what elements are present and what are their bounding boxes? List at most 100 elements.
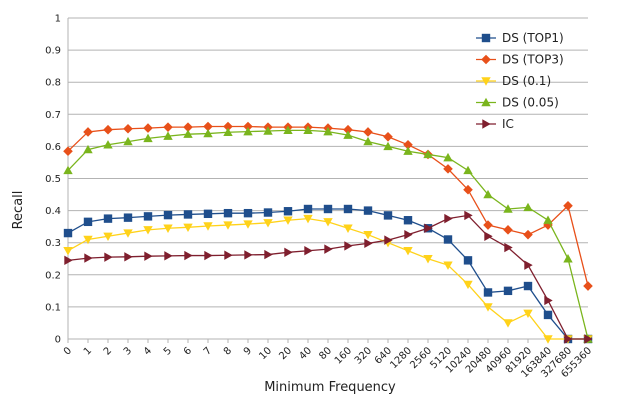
data-point (523, 309, 533, 319)
x-tick-label: 9 (242, 345, 254, 357)
data-point (263, 219, 273, 228)
y-axis-title: Recall (11, 191, 26, 230)
y-tick-label: 0.6 (45, 142, 61, 153)
data-point (503, 286, 513, 296)
data-point (443, 261, 453, 270)
data-point (443, 152, 453, 162)
series-ds-0-05 (63, 125, 593, 343)
data-point (243, 126, 253, 136)
data-point (404, 229, 413, 240)
data-point (343, 124, 353, 135)
y-tick-label: 0.9 (45, 46, 61, 57)
data-point (423, 255, 433, 264)
data-point (343, 130, 353, 139)
data-point (423, 149, 433, 159)
data-point (543, 335, 553, 344)
y-tick-label: 0.7 (45, 110, 61, 121)
legend-label: DS (0.05) (502, 96, 559, 110)
data-point (284, 247, 293, 258)
legend-marker (481, 97, 491, 107)
data-point (543, 215, 553, 224)
data-point (503, 225, 513, 235)
y-tick-label: 0.4 (45, 206, 61, 217)
data-point (223, 208, 233, 218)
data-point (403, 247, 413, 256)
series-lines (63, 121, 593, 344)
data-point (344, 241, 353, 251)
data-point (383, 141, 393, 151)
legend-entry: IC (476, 117, 514, 131)
legend-label: DS (TOP3) (502, 53, 564, 67)
data-point (103, 124, 113, 135)
data-point (463, 165, 473, 175)
data-point (444, 213, 453, 224)
y-tick-label: 0 (55, 335, 61, 346)
y-tick-label: 0.5 (45, 174, 61, 185)
data-point (343, 204, 353, 214)
data-point (304, 246, 313, 256)
data-point (503, 204, 513, 213)
data-point (463, 184, 473, 195)
x-tick-label: 8 (222, 345, 234, 357)
legend-marker (481, 33, 491, 43)
data-point (384, 235, 393, 245)
series-ic (64, 210, 593, 344)
data-point (83, 217, 93, 227)
data-point (64, 255, 73, 266)
data-point (283, 207, 293, 216)
data-point (364, 238, 373, 249)
data-point (243, 121, 253, 132)
data-point (183, 129, 193, 138)
data-point (103, 140, 113, 149)
x-tick-label: 4 (142, 345, 154, 357)
legend-label: DS (TOP1) (502, 31, 564, 45)
legend-entry: DS (TOP1) (476, 31, 564, 45)
x-tick-label: 2 (102, 345, 114, 357)
data-point (483, 189, 493, 199)
data-point (103, 232, 113, 241)
data-point (184, 250, 193, 261)
data-point (164, 251, 173, 261)
x-tick-label: 2560 (408, 345, 434, 371)
data-point (183, 210, 193, 219)
y-tick-label: 0.2 (45, 270, 61, 281)
legend-marker (481, 77, 491, 86)
data-point (483, 303, 493, 312)
data-point (63, 146, 73, 157)
data-point (183, 223, 193, 232)
y-tick-label: 0.1 (45, 302, 61, 313)
legend-label: IC (502, 117, 514, 131)
data-point (323, 126, 333, 136)
x-tick-label: 320 (353, 345, 374, 366)
legend-entry: DS (TOP3) (476, 53, 564, 67)
legend: DS (TOP1) DS (TOP3) DS (0.1) DS (0.05) IC (476, 31, 564, 131)
data-point (283, 125, 293, 135)
data-point (484, 231, 493, 241)
data-point (123, 136, 133, 146)
data-point (143, 212, 153, 221)
data-point (363, 206, 373, 215)
data-point (123, 123, 133, 134)
series-ds-0-1 (63, 214, 593, 344)
data-point (403, 216, 413, 225)
data-point (84, 253, 93, 263)
data-point (223, 127, 233, 136)
x-tick-label: 40 (297, 345, 314, 362)
data-point (63, 228, 73, 238)
x-tick-labels: 0 1 2 3 4 5 6 7 8 9 10 20 40 801603206401280256051201… (62, 345, 594, 380)
data-point (303, 204, 313, 214)
data-point (564, 334, 573, 344)
data-point (543, 310, 553, 320)
data-point (143, 226, 153, 235)
data-point (383, 131, 393, 142)
data-point (83, 144, 93, 154)
data-point (124, 252, 133, 262)
data-point (584, 334, 593, 344)
data-point (203, 121, 213, 132)
data-point (523, 229, 533, 240)
legend-entry: DS (0.1) (476, 74, 551, 88)
data-point (544, 295, 553, 306)
data-point (543, 220, 553, 230)
data-point (244, 250, 253, 260)
